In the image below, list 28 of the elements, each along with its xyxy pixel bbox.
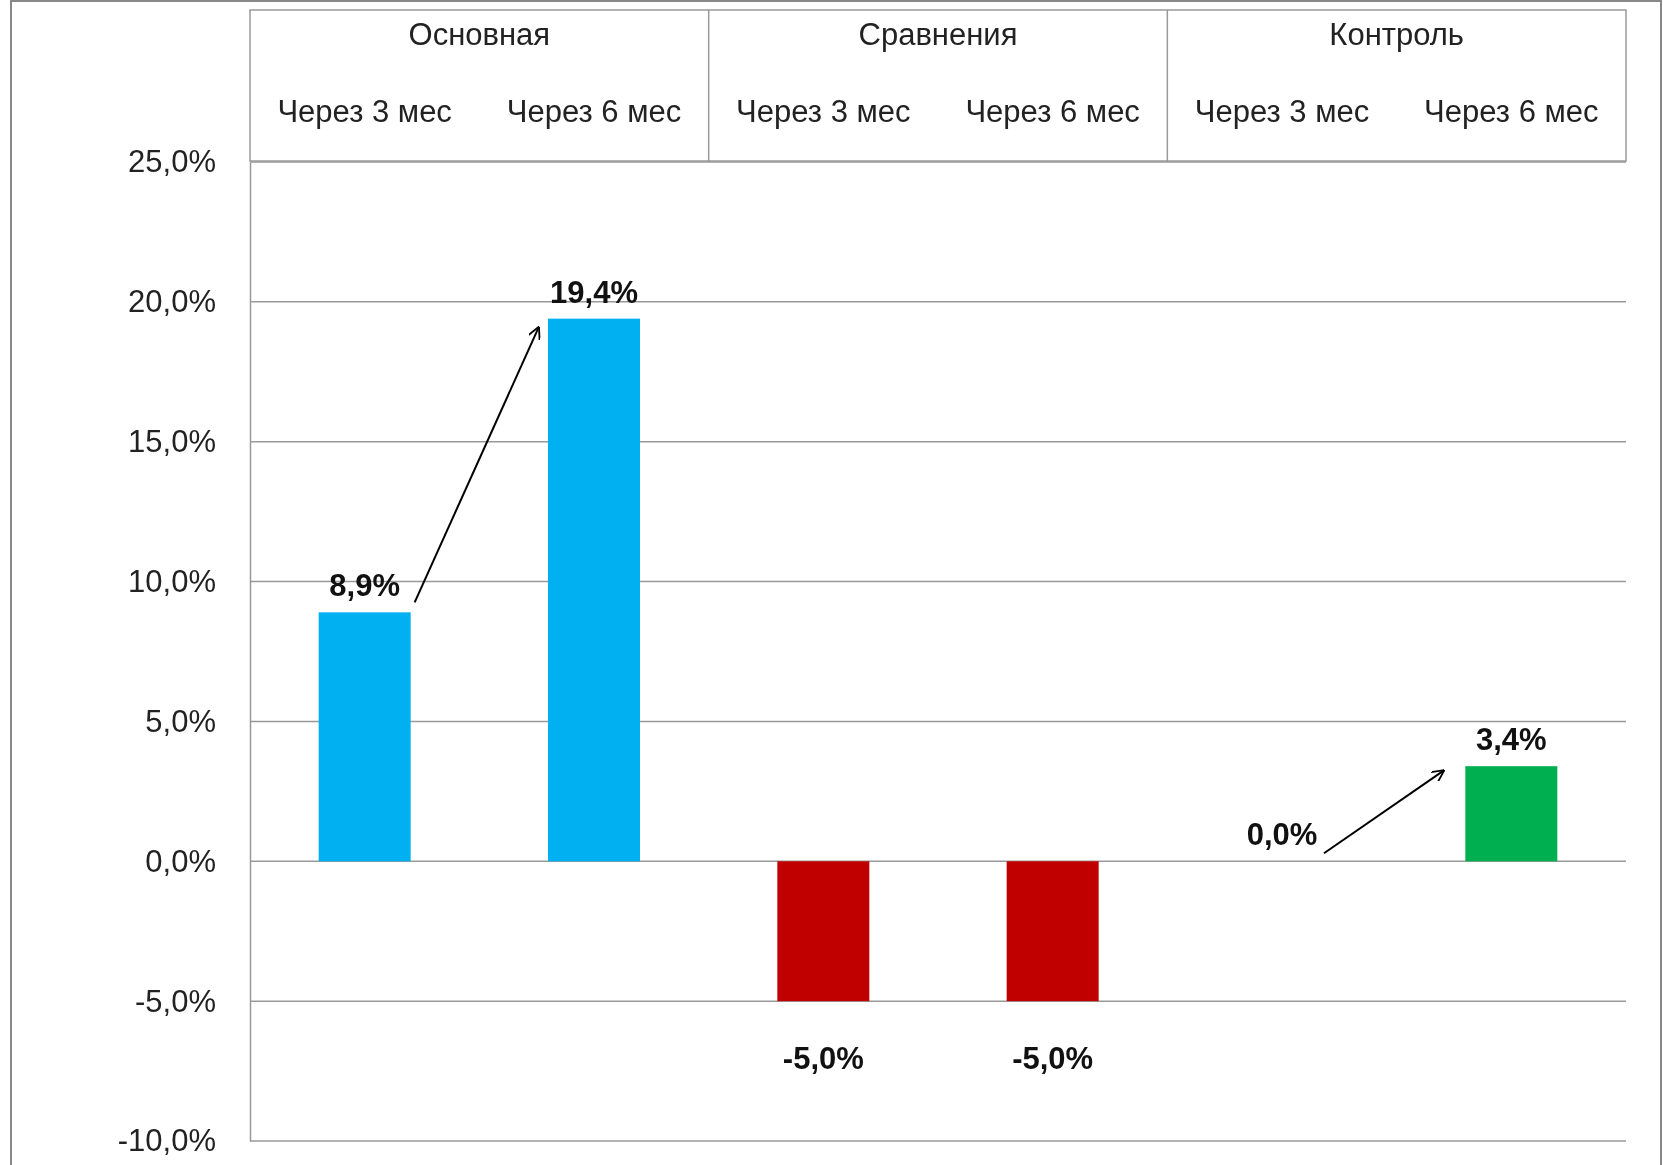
y-tick-label: 20,0% <box>128 284 216 320</box>
bar <box>1006 861 1099 1002</box>
data-label: 3,4% <box>1476 722 1547 758</box>
y-tick-label: 5,0% <box>145 703 216 739</box>
y-tick-label: -10,0% <box>117 1123 216 1159</box>
y-tick-label: 25,0% <box>128 144 216 180</box>
x-tick-label: Через 3 мес <box>1194 94 1370 129</box>
x-tick-label: Через 3 мес <box>277 94 452 129</box>
bar <box>318 612 411 862</box>
bar <box>548 318 640 862</box>
text: Контроль <box>1329 17 1464 52</box>
data-label: 0,0% <box>1246 817 1318 853</box>
data-label: 8,9% <box>329 568 400 604</box>
x-tick-label: Через 6 мес <box>965 94 1140 129</box>
data-label: 19,4% <box>550 274 638 310</box>
data-label: -5,0% <box>782 1041 864 1077</box>
text: Сравнения <box>858 17 1018 52</box>
x-tick-label: Через 3 мес <box>736 94 911 129</box>
text: Основная <box>408 17 551 52</box>
y-tick-label: 0,0% <box>145 843 216 879</box>
y-tick-label: 15,0% <box>128 424 216 460</box>
y-tick-label: -5,0% <box>135 983 216 1019</box>
bar <box>777 861 870 1002</box>
data-label: -5,0% <box>1012 1041 1094 1077</box>
y-tick-label: 10,0% <box>128 563 216 599</box>
bar <box>1465 766 1558 862</box>
x-tick-label: Через 6 мес <box>1424 94 1599 129</box>
x-tick-label: Через 6 мес <box>506 94 682 129</box>
